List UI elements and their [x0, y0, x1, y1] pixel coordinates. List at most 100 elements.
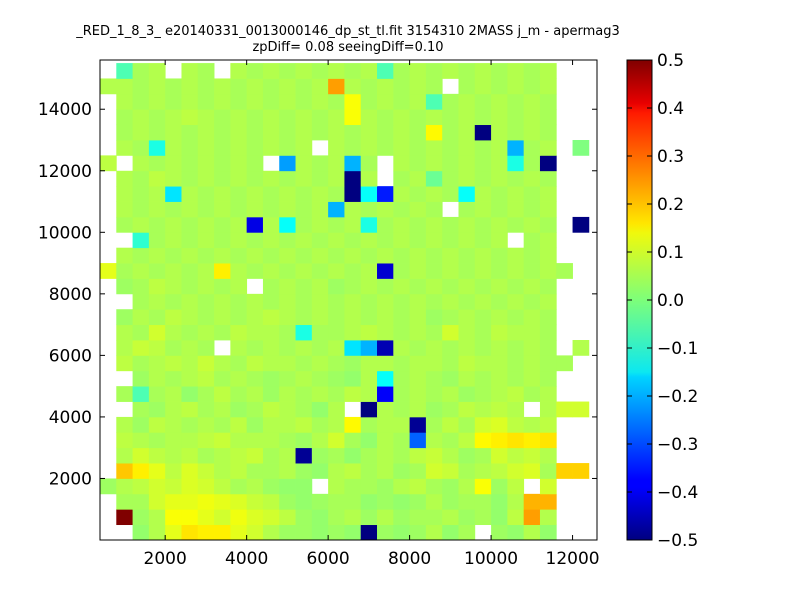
heatmap-cell	[295, 324, 313, 341]
heatmap-cell	[262, 493, 280, 510]
heatmap-cell	[393, 232, 411, 249]
heatmap-cell	[409, 186, 427, 202]
heatmap-cell	[344, 247, 362, 264]
heatmap-cell	[148, 63, 166, 79]
heatmap-cell	[458, 416, 476, 433]
heatmap-cell	[491, 416, 508, 433]
heatmap-cell	[214, 524, 231, 541]
heatmap-cell	[458, 309, 476, 326]
chart-title: _RED_1_8_3_ e20140331_0013000146_dp_st_t…	[0, 24, 696, 56]
heatmap-cell	[344, 463, 362, 479]
heatmap-cell	[393, 293, 411, 310]
heatmap-cell	[360, 216, 378, 233]
heatmap-cell	[197, 386, 215, 402]
heatmap-cell	[311, 186, 329, 202]
heatmap-cell	[360, 232, 378, 249]
heatmap-cell	[246, 493, 264, 510]
heatmap-cell	[148, 355, 166, 372]
heatmap-cell	[458, 247, 476, 264]
heatmap-cell	[116, 140, 133, 156]
heatmap-cell	[148, 309, 166, 326]
heatmap-cell	[311, 432, 329, 449]
heatmap-cell	[360, 109, 378, 126]
heatmap-cell	[458, 63, 476, 79]
heatmap-cell	[360, 63, 378, 79]
heatmap-cell	[230, 401, 248, 418]
heatmap-cell	[474, 278, 492, 295]
heatmap-cell	[279, 463, 296, 479]
heatmap-cell	[409, 493, 427, 510]
heatmap-cell	[458, 263, 476, 279]
heatmap-cell	[116, 355, 133, 372]
heatmap-cell	[148, 432, 166, 449]
heatmap-cell	[214, 186, 231, 202]
heatmap-cell	[393, 524, 411, 541]
heatmap-cell	[507, 309, 525, 326]
heatmap-cell	[458, 186, 476, 202]
heatmap-cell	[474, 216, 492, 233]
heatmap-cell	[246, 63, 264, 79]
heatmap-cell	[360, 201, 378, 218]
heatmap-cell	[328, 232, 345, 249]
heatmap-cell	[539, 109, 557, 126]
heatmap-cell	[181, 340, 199, 356]
heatmap-cell	[328, 324, 345, 341]
heatmap-cell	[246, 509, 264, 526]
heatmap-cell	[458, 324, 476, 341]
heatmap-cell	[197, 416, 215, 433]
heatmap-cell	[442, 447, 459, 464]
heatmap-cell	[181, 93, 199, 110]
heatmap-cell	[523, 509, 541, 526]
colorbar: 0.5 0.4 0.3 0.2 0.1 0.0 −0.1 −0.2 −0.3 −0.4 −0.5	[626, 51, 698, 551]
heatmap-cell	[279, 170, 296, 187]
heatmap-cell	[295, 463, 313, 479]
heatmap-cell	[165, 232, 182, 249]
heatmap-cell	[491, 370, 508, 387]
heatmap-cell	[262, 447, 280, 464]
heatmap-cell	[393, 509, 411, 526]
heatmap-cell	[458, 78, 476, 95]
heatmap-cell	[279, 201, 296, 218]
heatmap-cell	[507, 140, 525, 156]
heatmap-cell	[230, 155, 248, 172]
heatmap-cell	[409, 386, 427, 402]
heatmap-cell	[262, 278, 280, 295]
heatmap-cell	[197, 232, 215, 249]
heatmap-cell	[181, 324, 199, 341]
heatmap-cell	[377, 186, 394, 202]
heatmap-cell	[360, 370, 378, 387]
heatmap-cell	[279, 524, 296, 541]
heatmap-cell	[311, 109, 329, 126]
colorbar-tick-label: −0.4	[657, 483, 698, 503]
heatmap-cell	[393, 186, 411, 202]
heatmap-cell	[409, 201, 427, 218]
heatmap-cell	[165, 432, 182, 449]
heatmap-cell	[474, 63, 492, 79]
heatmap-cell	[442, 186, 459, 202]
heatmap-cell	[311, 247, 329, 264]
heatmap-cell	[230, 216, 248, 233]
heatmap-cell	[491, 493, 508, 510]
heatmap-cell	[344, 170, 362, 187]
heatmap-cell	[539, 478, 557, 495]
heatmap-cell	[132, 263, 150, 279]
heatmap-cell	[377, 140, 394, 156]
heatmap-cell	[279, 324, 296, 341]
heatmap-cell	[295, 140, 313, 156]
heatmap-cell	[491, 155, 508, 172]
heatmap-cell	[246, 232, 264, 249]
heatmap-cell	[393, 463, 411, 479]
heatmap-cell	[572, 340, 590, 356]
heatmap-cell	[116, 386, 133, 402]
heatmap-cell	[556, 401, 573, 418]
heatmap-cell	[262, 201, 280, 218]
heatmap-cell	[165, 386, 182, 402]
heatmap-cell	[393, 124, 411, 141]
heatmap-cell	[295, 155, 313, 172]
heatmap-cell	[425, 170, 443, 187]
heatmap-cell	[393, 140, 411, 156]
heatmap-cell	[165, 124, 182, 141]
heatmap-cell	[311, 524, 329, 541]
heatmap-cell	[262, 93, 280, 110]
heatmap-cell	[344, 524, 362, 541]
